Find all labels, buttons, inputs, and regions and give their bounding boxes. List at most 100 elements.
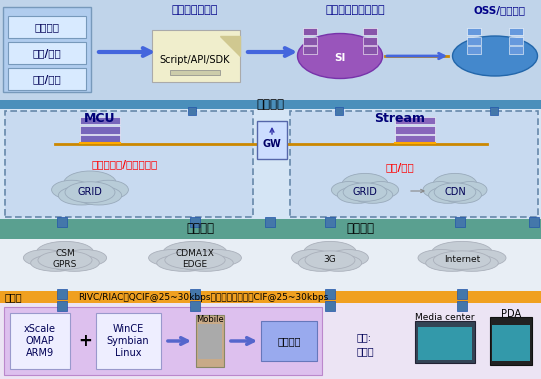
Text: 一键定制: 一键定制 [277,336,301,346]
Ellipse shape [460,249,506,266]
Ellipse shape [452,36,538,76]
Text: 第三方开发平台: 第三方开发平台 [172,5,218,15]
Bar [196,315,224,367]
Ellipse shape [304,241,357,263]
Bar [0,239,541,291]
Text: 点播/监控: 点播/监控 [32,48,61,58]
Text: 第三方内容接入平台: 第三方内容接入平台 [325,5,385,15]
Bar [257,121,287,159]
Ellipse shape [445,255,498,271]
Bar [188,107,196,115]
Bar [0,0,541,100]
Ellipse shape [36,241,94,263]
Text: 前置系统: 前置系统 [256,98,285,111]
Text: CSM
GPRS: CSM GPRS [53,249,77,269]
Ellipse shape [165,251,225,269]
Ellipse shape [433,174,477,196]
Bar [57,289,67,299]
Bar [5,111,253,217]
Bar [290,111,538,217]
Ellipse shape [76,186,122,205]
Bar [57,217,67,227]
Bar [80,117,120,124]
Text: SI: SI [334,53,346,63]
Bar [467,28,481,35]
Text: MCU: MCU [84,113,116,125]
Bar [415,321,475,363]
Text: 互动（语音/视频通讯）: 互动（语音/视频通讯） [92,159,158,169]
Ellipse shape [149,249,197,266]
Bar [303,46,317,54]
Bar [467,37,481,45]
Bar [467,46,481,54]
Ellipse shape [343,183,387,201]
Text: OSS/网管中心: OSS/网管中心 [474,5,526,15]
Bar [198,324,222,359]
Text: GW: GW [262,139,281,149]
Ellipse shape [193,249,241,266]
Polygon shape [220,36,240,56]
Text: Media center: Media center [415,313,475,321]
Bar [395,135,435,143]
Text: 手机电视: 手机电视 [35,22,60,32]
Bar [418,327,472,360]
Bar [363,37,377,45]
Bar [265,217,275,227]
Ellipse shape [315,255,362,271]
Ellipse shape [38,251,92,269]
Bar [490,107,498,115]
Bar [0,109,541,219]
Bar [8,16,86,38]
Bar [190,217,200,227]
Bar [96,313,161,369]
Text: Internet: Internet [444,255,480,263]
Bar [509,46,523,54]
Ellipse shape [31,255,81,271]
Bar [457,301,467,311]
Ellipse shape [58,186,104,205]
Ellipse shape [364,182,399,198]
Ellipse shape [298,33,382,78]
Text: 娱乐/广告: 娱乐/广告 [32,74,61,84]
Text: GRID: GRID [353,187,378,197]
Ellipse shape [352,186,393,203]
Bar [395,126,435,134]
Ellipse shape [332,182,367,198]
Text: 直播/点播: 直播/点播 [386,162,414,172]
Ellipse shape [328,249,368,266]
Bar [170,70,220,75]
Bar [509,37,523,45]
Ellipse shape [337,186,378,203]
Bar [0,219,541,239]
Bar [80,126,120,134]
Text: PDA: PDA [501,309,521,319]
Bar [0,303,541,379]
Text: 其他:: 其他: [357,332,372,342]
Bar [303,37,317,45]
Bar [261,321,317,361]
Text: RIVC/RIAC，QCIF@25~30kbps，图像增强放大：CIF@25~30kbps: RIVC/RIAC，QCIF@25~30kbps，图像增强放大：CIF@25~3… [78,293,328,302]
Text: 媒体交换: 媒体交换 [346,222,374,235]
Ellipse shape [423,182,457,198]
Ellipse shape [51,180,92,199]
Bar [325,301,335,311]
Ellipse shape [88,180,128,199]
Bar [8,42,86,64]
Text: xScale
OMAP
ARM9: xScale OMAP ARM9 [24,324,56,358]
Ellipse shape [453,182,487,198]
Bar [0,100,541,109]
Ellipse shape [432,241,492,263]
Bar [395,117,435,124]
Bar [0,291,541,303]
Ellipse shape [428,186,467,203]
Ellipse shape [418,249,464,266]
Bar [335,107,343,115]
Ellipse shape [298,255,345,271]
Ellipse shape [157,255,213,271]
Bar [457,289,467,299]
Bar [363,46,377,54]
Ellipse shape [292,249,332,266]
Ellipse shape [434,183,476,201]
Text: +: + [78,332,92,350]
Text: GRID: GRID [77,187,102,197]
